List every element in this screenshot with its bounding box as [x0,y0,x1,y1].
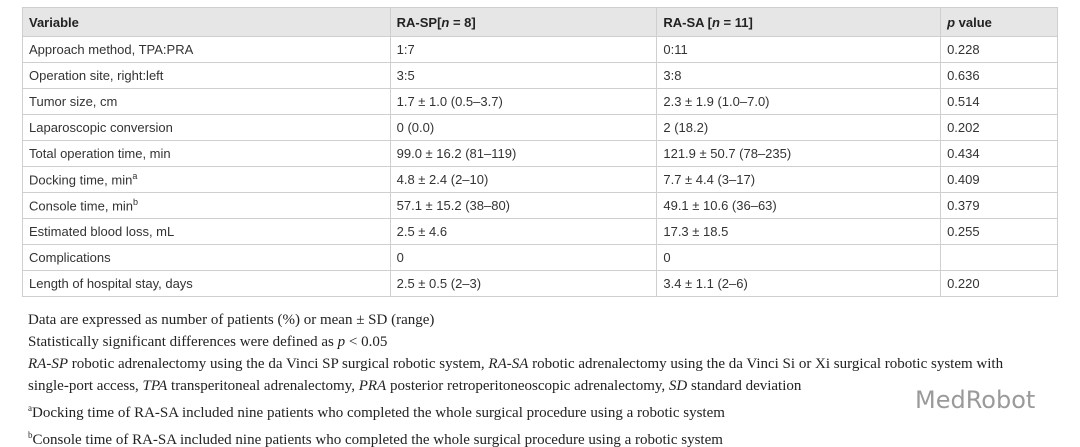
cell: 99.0 ± 16.2 (81–119) [389,140,658,167]
cell: 0.434 [940,140,1058,167]
text-run: RA-SA [ [663,14,712,30]
cell: 57.1 ± 15.2 (38–80) [389,192,658,219]
text-run: RA-SP [28,356,68,372]
cell: 2 (18.2) [656,114,942,141]
column-header: RA-SA [n = 11] [656,7,942,37]
cell: 0.514 [940,88,1058,115]
row-label: Approach method, TPA:PRA [22,36,391,63]
text-run: SD [668,378,688,394]
cell: 0 [656,244,942,271]
row-label: Console time, minb [22,192,391,219]
cell: 121.9 ± 50.7 (78–235) [656,140,942,167]
text-run: transperitoneal adrenalectomy, [167,378,359,394]
table-row: Complications 0 0 [22,244,1058,271]
footnote: RA-SP robotic adrenalectomy using the da… [28,353,1028,397]
text-run: = 11] [719,14,753,30]
text-run: = 8] [449,14,476,30]
column-header: RA-SP[n = 8] [389,7,658,37]
footnote: bConsole time of RA-SA included nine pat… [28,424,1028,447]
table-row: Laparoscopic conversion 0 (0.0) 2 (18.2) 0.… [22,114,1058,141]
header-row: Variable RA-SP[n = 8] RA-SA [n = 11] p valu… [22,7,1058,37]
text-run: p [337,334,346,350]
table-row: Approach method, TPA:PRA 1:7 0:11 0.228 [22,36,1058,63]
footnotes: Data are expressed as number of patients… [28,309,1028,447]
text-run: Docking time, min [29,172,133,188]
row-label: Docking time, mina [22,166,391,193]
table-row: Operation site, right:left 3:5 3:8 0.636 [22,62,1058,89]
row-label: Tumor size, cm [22,88,391,115]
cell: 0.409 [940,166,1058,193]
cell: 0.202 [940,114,1058,141]
text-run: n [711,14,720,30]
superscript: b [133,197,139,208]
cell: 2.5 ± 4.6 [389,218,658,245]
text-run: robotic adrenalectomy using the da Vinci… [28,356,1004,394]
row-label: Laparoscopic conversion [22,114,391,141]
text-run: value [955,14,992,30]
text-run: Data are expressed as number of patients… [28,312,435,328]
cell: 0 (0.0) [389,114,658,141]
text-run: Console time, min [29,198,134,214]
row-label: Total operation time, min [22,140,391,167]
cell: 0:11 [656,36,942,63]
table-body: Approach method, TPA:PRA 1:7 0:11 0.228 Oper… [22,36,1058,297]
cell [940,244,1058,271]
column-header: p value [940,7,1058,37]
cell: 0.228 [940,36,1058,63]
cell: 3:8 [656,62,942,89]
text-run: RA-SA [488,356,529,372]
cell: 49.1 ± 10.6 (36–63) [656,192,942,219]
cell: 17.3 ± 18.5 [656,218,942,245]
table-row: Console time, minb 57.1 ± 15.2 (38–80) 49.… [22,192,1058,219]
text-run: Console time of RA-SA included nine pati… [32,432,723,447]
text-run: RA-SP[ [396,14,442,30]
row-label: Estimated blood loss, mL [22,218,391,245]
footnote: Statistically significant differences we… [28,331,1028,353]
table-row: Tumor size, cm 1.7 ± 1.0 (0.5–3.7) 2.3 ± 1… [22,88,1058,115]
column-header: Variable [22,7,391,37]
row-label: Complications [22,244,391,271]
superscript: b [28,430,33,440]
cell: 2.5 ± 0.5 (2–3) [389,270,658,297]
text-run: p [947,14,956,30]
cell: 4.8 ± 2.4 (2–10) [389,166,658,193]
cell: 0.636 [940,62,1058,89]
footnote: aDocking time of RA-SA included nine pat… [28,397,1028,424]
table-row: Length of hospital stay, days 2.5 ± 0.5 (… [22,270,1058,297]
cell: 3:5 [389,62,658,89]
row-label: Operation site, right:left [22,62,391,89]
watermark: MedRobot [915,386,1036,414]
cell: 3.4 ± 1.1 (2–6) [656,270,942,297]
text-run: TPA [142,378,168,394]
text-run: < 0.05 [345,334,388,350]
text-run: n [441,14,450,30]
text-run: standard deviation [687,378,802,394]
text-run: robotic adrenalectomy using the da Vinci… [67,356,489,372]
text-run: Statistically significant differences we… [28,334,338,350]
cell: 1.7 ± 1.0 (0.5–3.7) [389,88,658,115]
text-run: Docking time of RA-SA included nine pati… [32,405,725,421]
cell: 0.255 [940,218,1058,245]
results-table: Variable RA-SP[n = 8] RA-SA [n = 11] p valu… [22,7,1058,297]
footnote: Data are expressed as number of patients… [28,309,1028,331]
cell: 1:7 [389,36,658,63]
text-run: PRA [358,378,387,394]
row-label: Length of hospital stay, days [22,270,391,297]
cell: 0.379 [940,192,1058,219]
superscript: a [28,403,32,413]
cell: 2.3 ± 1.9 (1.0–7.0) [656,88,942,115]
cell: 7.7 ± 4.4 (3–17) [656,166,942,193]
superscript: a [132,171,138,182]
cell: 0 [389,244,658,271]
table-row: Docking time, mina 4.8 ± 2.4 (2–10) 7.7 ± … [22,166,1058,193]
table-row: Estimated blood loss, mL 2.5 ± 4.6 17.3 ± … [22,218,1058,245]
table-row: Total operation time, min 99.0 ± 16.2 (81… [22,140,1058,167]
text-run: posterior retroperitoneoscopic adrenalec… [386,378,669,394]
cell: 0.220 [940,270,1058,297]
